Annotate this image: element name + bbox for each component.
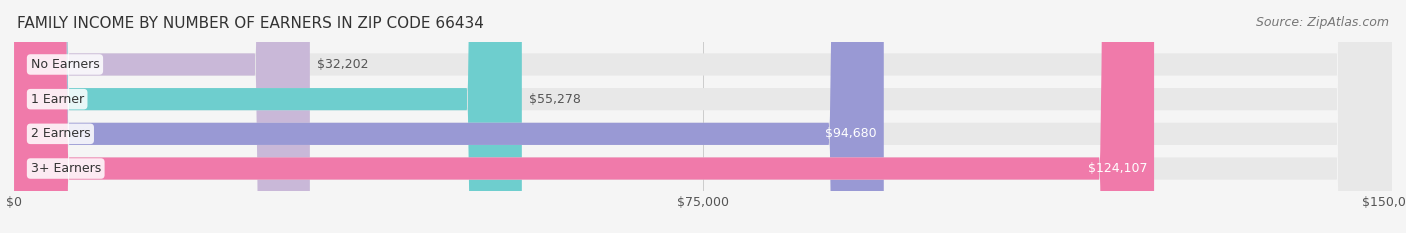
FancyBboxPatch shape	[14, 0, 1392, 233]
FancyBboxPatch shape	[14, 0, 1154, 233]
Text: FAMILY INCOME BY NUMBER OF EARNERS IN ZIP CODE 66434: FAMILY INCOME BY NUMBER OF EARNERS IN ZI…	[17, 16, 484, 31]
FancyBboxPatch shape	[14, 0, 309, 233]
FancyBboxPatch shape	[14, 0, 1392, 233]
FancyBboxPatch shape	[14, 0, 1392, 233]
FancyBboxPatch shape	[14, 0, 1392, 233]
FancyBboxPatch shape	[14, 0, 522, 233]
Text: No Earners: No Earners	[31, 58, 100, 71]
Text: $32,202: $32,202	[316, 58, 368, 71]
Text: 1 Earner: 1 Earner	[31, 93, 84, 106]
FancyBboxPatch shape	[14, 0, 884, 233]
Text: $94,680: $94,680	[825, 127, 877, 140]
Text: $55,278: $55,278	[529, 93, 581, 106]
Text: 2 Earners: 2 Earners	[31, 127, 90, 140]
Text: 3+ Earners: 3+ Earners	[31, 162, 101, 175]
Text: Source: ZipAtlas.com: Source: ZipAtlas.com	[1256, 16, 1389, 29]
Text: $124,107: $124,107	[1088, 162, 1147, 175]
